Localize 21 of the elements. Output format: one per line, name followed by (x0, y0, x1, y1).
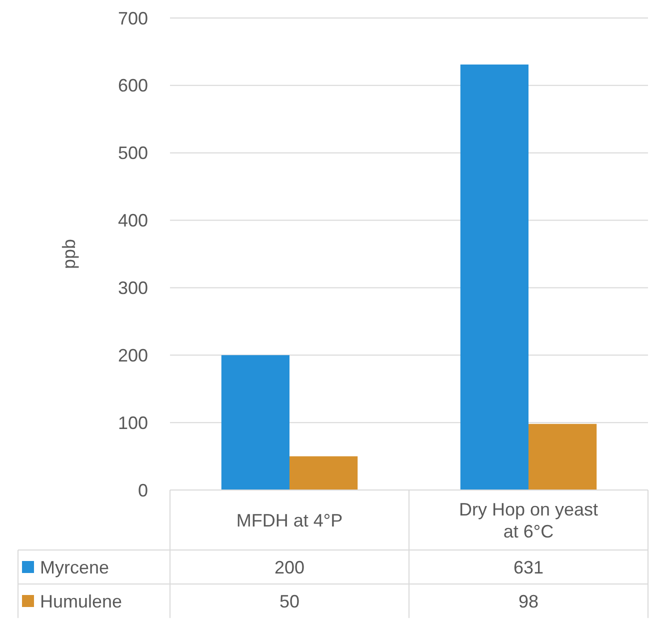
y-tick-label: 300 (118, 278, 148, 298)
x-tick-label: MFDH at 4°P (236, 510, 343, 530)
y-tick-label: 500 (118, 143, 148, 164)
data-label: 631 (513, 557, 544, 578)
y-tick-label: 200 (118, 345, 148, 366)
data-label: 50 (279, 591, 300, 612)
bar (460, 64, 528, 490)
y-tick-label: 400 (118, 210, 148, 231)
bar (528, 424, 597, 490)
y-tick-label: 600 (118, 76, 148, 96)
y-tick-label: 100 (118, 412, 148, 433)
legend-label: Myrcene (40, 557, 110, 578)
bar (290, 456, 358, 490)
y-tick-label: 0 (138, 480, 148, 500)
x-tick-label: Dry Hop on yeast at 6°C (458, 499, 598, 542)
legend-label: Humulene (40, 591, 122, 612)
y-tick-label: 700 (118, 8, 148, 28)
data-label: 200 (274, 557, 305, 578)
data-label: 98 (518, 591, 539, 612)
y-axis-title: ppb (59, 238, 79, 270)
bar (221, 355, 290, 490)
